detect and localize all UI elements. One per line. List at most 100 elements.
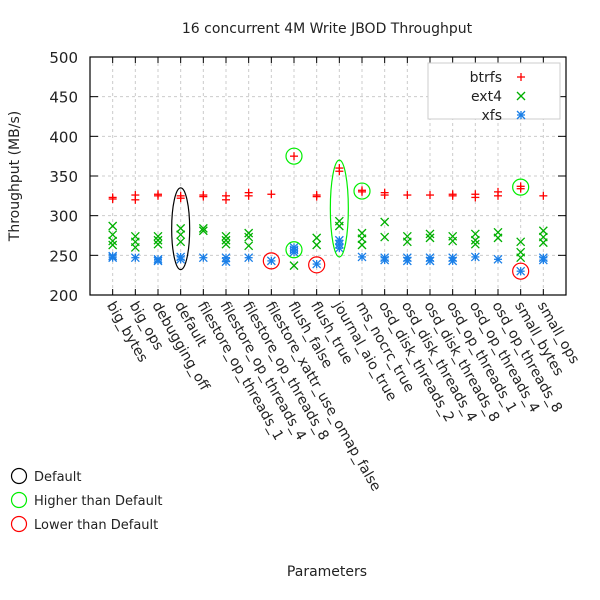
data-point-ext4	[198, 223, 208, 233]
data-point-ext4	[153, 239, 163, 249]
data-point-ext4	[221, 231, 231, 241]
data-point-ext4	[470, 239, 480, 249]
data-point-xfs	[221, 257, 231, 267]
data-point-ext4	[108, 240, 118, 250]
y-tick-label: 500	[49, 49, 78, 67]
data-point-ext4	[470, 229, 480, 239]
data-point-ext4	[425, 229, 435, 239]
data-point-btrfs	[516, 184, 525, 193]
data-point-btrfs	[471, 193, 480, 202]
data-point-ext4	[221, 235, 231, 245]
data-point-ext4	[176, 223, 186, 233]
data-point-btrfs	[380, 191, 389, 200]
data-point-xfs	[130, 253, 140, 263]
annotation-circle-higher	[285, 147, 303, 165]
annotation-legend: Default Higher than Default Lower than Def…	[10, 467, 163, 533]
data-point-ext4	[448, 236, 458, 246]
data-point-ext4	[108, 236, 118, 246]
annotation-circle-lower	[308, 256, 326, 274]
chart-title: 16 concurrent 4M Write JBOD Throughput	[182, 21, 473, 37]
legend-marker-xfs	[516, 110, 526, 120]
annotation-circle-lower	[262, 252, 280, 270]
annotation-legend-label-default: Default	[34, 470, 82, 485]
data-point-ext4	[380, 232, 390, 242]
data-point-btrfs	[244, 191, 253, 200]
data-point-btrfs	[403, 191, 412, 200]
data-point-btrfs	[335, 167, 344, 176]
data-point-xfs	[402, 256, 412, 266]
data-point-btrfs	[176, 194, 185, 203]
data-point-btrfs	[312, 192, 321, 201]
data-point-xfs	[153, 256, 163, 266]
annotation-legend-circle-higher	[10, 491, 28, 509]
data-point-btrfs	[539, 191, 548, 200]
data-point-ext4	[538, 226, 548, 236]
data-point-ext4	[425, 233, 435, 243]
y-tick-label: 200	[49, 287, 78, 305]
data-point-xfs	[448, 256, 458, 266]
data-point-ext4	[312, 240, 322, 250]
annotation-legend-label-lower: Lower than Default	[34, 518, 158, 533]
legend-box	[427, 62, 561, 120]
data-point-btrfs	[154, 191, 162, 200]
data-point-xfs	[516, 266, 526, 276]
data-point-ext4	[380, 217, 390, 227]
data-point-ext4	[402, 237, 412, 247]
annotation-ellipse-default	[171, 187, 191, 271]
annotation-circle-lower	[512, 262, 530, 280]
data-point-xfs	[266, 256, 276, 266]
annotation-circle-higher	[512, 178, 530, 196]
annotation-legend-circle-lower	[10, 515, 28, 533]
annotation-legend-label-higher: Higher than Default	[34, 494, 163, 509]
data-point-ext4	[289, 261, 299, 271]
data-point-btrfs	[131, 195, 140, 204]
data-point-btrfs	[448, 191, 457, 200]
data-point-xfs	[425, 256, 435, 266]
data-point-ext4	[244, 228, 254, 238]
annotations	[171, 147, 530, 280]
annotation-circle-higher	[285, 241, 303, 259]
legend-marker-btrfs	[517, 73, 525, 81]
data-point-xfs	[538, 255, 548, 265]
data-point-xfs	[470, 252, 480, 262]
y-tick-label: 400	[49, 128, 78, 146]
data-point-ext4	[493, 233, 503, 243]
data-point-xfs	[244, 253, 254, 263]
data-point-ext4	[538, 238, 548, 248]
data-point-xfs	[108, 253, 118, 263]
x-axis-label: Parameters	[287, 564, 367, 580]
y-tick-label: 450	[49, 89, 78, 107]
data-point-xfs	[493, 254, 503, 264]
data-point-xfs	[198, 253, 208, 263]
data-point-ext4	[312, 233, 322, 243]
data-point-ext4	[516, 237, 526, 247]
data-point-ext4	[334, 221, 344, 231]
data-point-ext4	[244, 241, 254, 251]
data-point-ext4	[221, 239, 231, 249]
data-point-ext4	[357, 240, 367, 250]
legend-label-btrfs: btrfs	[470, 70, 502, 86]
y-axis-label: Throughput (MB/s)	[7, 111, 23, 242]
data-point-btrfs	[494, 191, 502, 200]
series-legend: btrfs ext4 xfs	[427, 62, 561, 124]
data-point-btrfs	[290, 152, 298, 161]
data-point-btrfs	[358, 187, 366, 196]
data-point-ext4	[244, 232, 254, 242]
data-point-btrfs	[426, 191, 434, 200]
data-point-btrfs	[108, 195, 117, 204]
legend-label-ext4: ext4	[471, 89, 502, 105]
data-point-ext4	[108, 221, 118, 231]
data-point-ext4	[176, 230, 186, 240]
data-point-ext4	[198, 226, 208, 236]
data-point-ext4	[357, 234, 367, 244]
data-point-xfs	[176, 254, 186, 264]
y-tick-label: 300	[49, 208, 78, 226]
annotation-circle-higher	[353, 182, 371, 200]
data-point-ext4	[153, 235, 163, 245]
legend-label-xfs: xfs	[481, 108, 502, 124]
data-point-xfs	[357, 252, 367, 262]
data-point-xfs	[289, 247, 299, 257]
data-point-xfs	[334, 243, 344, 253]
data-point-xfs	[312, 259, 322, 269]
